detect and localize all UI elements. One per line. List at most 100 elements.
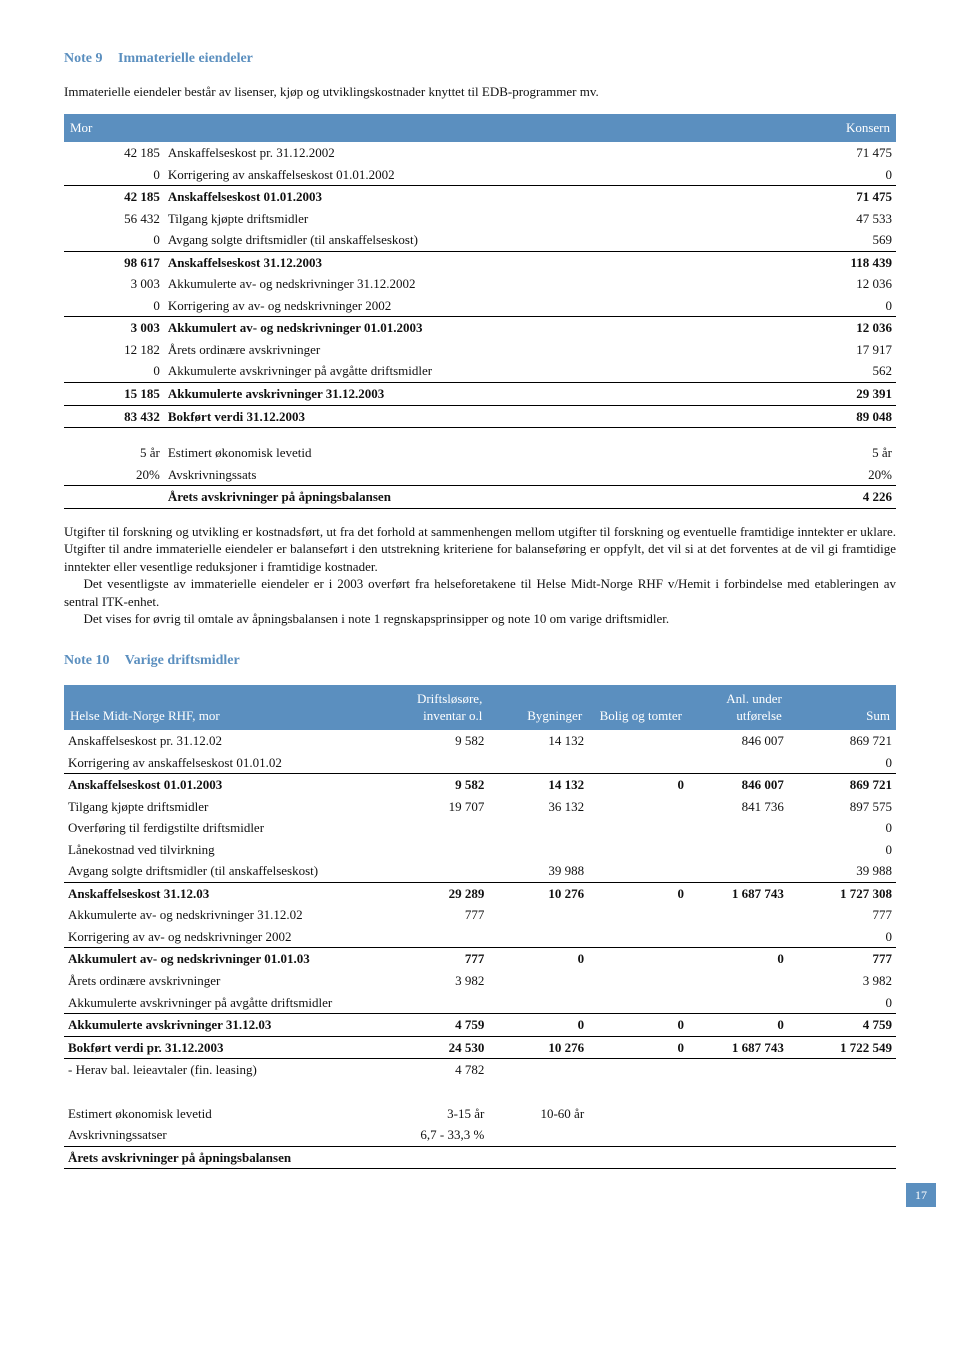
cell-value: 846 007 — [688, 774, 788, 796]
cell-value — [380, 860, 488, 882]
table-row: 15 185Akkumulerte avskrivninger 31.12.20… — [64, 383, 896, 406]
cell-value — [788, 1059, 896, 1081]
cell-value — [488, 992, 588, 1014]
table-row: Akkumulerte avskrivninger på avgåtte dri… — [64, 992, 896, 1014]
cell-label: Estimert økonomisk levetid — [164, 442, 746, 464]
cell-value: 897 575 — [788, 796, 896, 818]
cell-value — [588, 948, 688, 970]
cell-value: 0 — [588, 1036, 688, 1059]
cell-label: Anskaffelseskost 01.01.2003 — [164, 186, 746, 208]
table-row: - Herav bal. leieavtaler (fin. leasing)4… — [64, 1059, 896, 1081]
table-row: Estimert økonomisk levetid3-15 år10-60 å… — [64, 1095, 896, 1125]
cell-value: 4 759 — [788, 1014, 896, 1037]
cell-left: 42 185 — [64, 142, 164, 164]
table-row: 56 432Tilgang kjøpte driftsmidler47 533 — [64, 208, 896, 230]
cell-left: 83 432 — [64, 405, 164, 428]
cell-left: 3 003 — [64, 317, 164, 339]
cell-value — [788, 1146, 896, 1169]
cell-label: Anskaffelseskost 31.12.2003 — [164, 251, 746, 273]
note10-heading: Note 10 Varige driftsmidler — [64, 652, 896, 671]
table-row: 0Akkumulerte avskrivninger på avgåtte dr… — [64, 360, 896, 382]
cell-value: 10 276 — [488, 1036, 588, 1059]
table-row: Akkumulert av- og nedskrivninger 01.01.0… — [64, 948, 896, 970]
cell-value — [688, 839, 788, 861]
cell-label: Årets ordinære avskrivninger — [64, 970, 380, 992]
cell-value: 0 — [788, 992, 896, 1014]
cell-right: 20% — [746, 464, 896, 486]
table-row: 0Avgang solgte driftsmidler (til anskaff… — [64, 229, 896, 251]
cell-value: 29 289 — [380, 882, 488, 904]
cell-value: 10-60 år — [488, 1095, 588, 1125]
cell-left: 5 år — [64, 442, 164, 464]
cell-label: Avskrivningssats — [164, 464, 746, 486]
note9-intro: Immaterielle eiendeler består av lisense… — [64, 83, 896, 101]
cell-label: Avskrivningssatser — [64, 1124, 380, 1146]
cell-value — [688, 752, 788, 774]
cell-label: Anskaffelseskost pr. 31.12.02 — [64, 730, 380, 752]
cell-value: 36 132 — [488, 796, 588, 818]
note10-h5: Sum — [788, 685, 896, 730]
cell-value: 777 — [788, 948, 896, 970]
cell-label: Årets ordinære avskrivninger — [164, 339, 746, 361]
cell-label: Anskaffelseskost 31.12.03 — [64, 882, 380, 904]
cell-left: 3 003 — [64, 273, 164, 295]
cell-right: 71 475 — [746, 186, 896, 208]
table-row: 42 185Anskaffelseskost 01.01.200371 475 — [64, 186, 896, 208]
note10-h0: Helse Midt-Norge RHF, mor — [64, 685, 380, 730]
cell-value — [688, 817, 788, 839]
cell-label: Akkumulerte avskrivninger på avgåtte dri… — [164, 360, 746, 382]
table-row: Korrigering av anskaffelseskost 01.01.02… — [64, 752, 896, 774]
note10-h1: Driftsløsøre, inventar o.l — [380, 685, 488, 730]
cell-value — [588, 730, 688, 752]
cell-right: 562 — [746, 360, 896, 382]
cell-value — [380, 992, 488, 1014]
cell-left — [64, 486, 164, 509]
cell-value — [380, 817, 488, 839]
note9-heading: Note 9 Immaterielle eiendeler — [64, 50, 896, 69]
cell-value — [488, 752, 588, 774]
cell-label: Bokført verdi pr. 31.12.2003 — [64, 1036, 380, 1059]
cell-value: 1 722 549 — [788, 1036, 896, 1059]
cell-value — [380, 926, 488, 948]
cell-left: 12 182 — [64, 339, 164, 361]
cell-value: 3 982 — [380, 970, 488, 992]
cell-value: 777 — [380, 948, 488, 970]
cell-value: 0 — [688, 948, 788, 970]
table-row: Akkumulerte av- og nedskrivninger 31.12.… — [64, 904, 896, 926]
table-row: Anskaffelseskost pr. 31.12.029 58214 132… — [64, 730, 896, 752]
note10-table: Helse Midt-Norge RHF, mor Driftsløsøre, … — [64, 685, 896, 1081]
cell-value: 841 736 — [688, 796, 788, 818]
cell-value: 10 276 — [488, 882, 588, 904]
cell-value: 4 759 — [380, 1014, 488, 1037]
cell-value — [488, 904, 588, 926]
cell-value — [380, 752, 488, 774]
cell-label: Korrigering av anskaffelseskost 01.01.02 — [64, 752, 380, 774]
cell-left: 0 — [64, 229, 164, 251]
table-row: Korrigering av av- og nedskrivninger 200… — [64, 926, 896, 948]
table-row: 98 617Anskaffelseskost 31.12.2003118 439 — [64, 251, 896, 273]
cell-value — [488, 817, 588, 839]
cell-right: 118 439 — [746, 251, 896, 273]
note10-table2: Estimert økonomisk levetid3-15 år10-60 å… — [64, 1095, 896, 1170]
cell-value — [488, 1146, 588, 1169]
cell-right: 89 048 — [746, 405, 896, 428]
cell-label: Årets avskrivninger på åpningsbalansen — [64, 1146, 380, 1169]
cell-value — [488, 970, 588, 992]
cell-value: 9 582 — [380, 774, 488, 796]
cell-label: Akkumulerte avskrivninger 31.12.03 — [64, 1014, 380, 1037]
cell-label: Akkumulerte av- og nedskrivninger 31.12.… — [164, 273, 746, 295]
cell-value — [688, 904, 788, 926]
cell-label: Avgang solgte driftsmidler (til anskaffe… — [64, 860, 380, 882]
note10-h2: Bygninger — [488, 685, 588, 730]
cell-value — [588, 970, 688, 992]
note10-h4: Anl. under utførelse — [688, 685, 788, 730]
note9-para1: Utgifter til forskning og utvikling er k… — [64, 523, 896, 576]
table-row: Overføring til ferdigstilte driftsmidler… — [64, 817, 896, 839]
cell-value: 24 530 — [380, 1036, 488, 1059]
cell-label: Korrigering av av- og nedskrivninger 200… — [64, 926, 380, 948]
cell-right: 29 391 — [746, 383, 896, 406]
cell-value — [588, 752, 688, 774]
cell-left: 56 432 — [64, 208, 164, 230]
cell-value: 1 687 743 — [688, 1036, 788, 1059]
note9-title: Immaterielle eiendeler — [118, 51, 253, 66]
